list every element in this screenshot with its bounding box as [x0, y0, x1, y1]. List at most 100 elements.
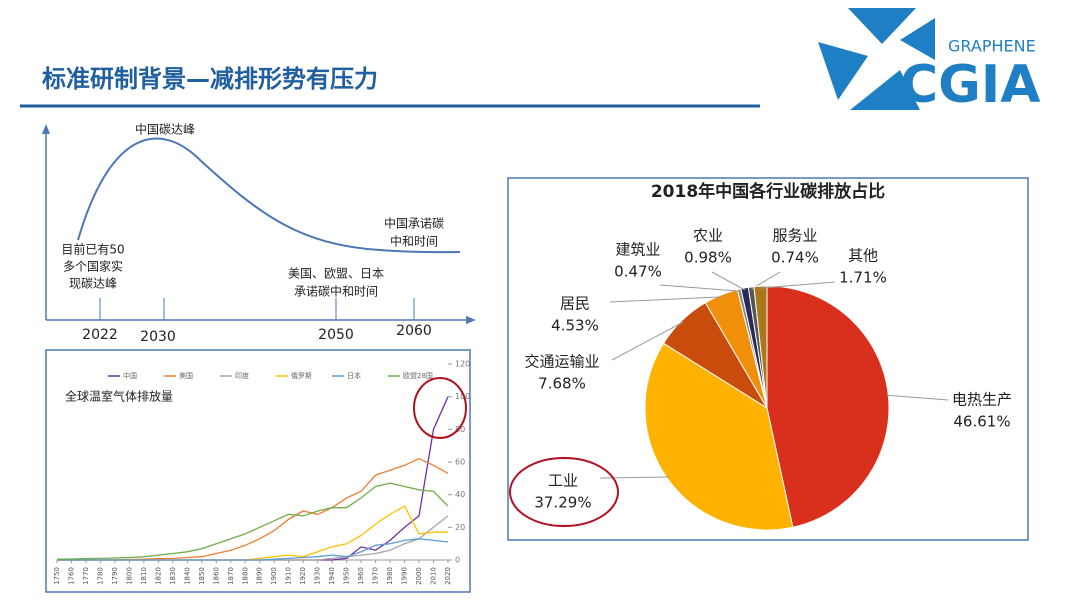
- year-label: 2060: [396, 323, 432, 339]
- y-tick-label: 100: [455, 392, 470, 401]
- x-tick-label: 1790: [111, 567, 119, 585]
- x-tick-label: 1920: [299, 567, 307, 585]
- y-tick-label: 0: [455, 556, 460, 565]
- x-tick-label: 1900: [270, 567, 278, 585]
- leader-line: [886, 394, 949, 401]
- x-tick-label: 1990: [401, 567, 409, 585]
- highlight-circle: [413, 377, 467, 439]
- x-tick-label: 2020: [444, 567, 452, 585]
- x-tick-label: 1850: [198, 567, 206, 585]
- slice-label: 服务业: [772, 227, 817, 245]
- y-tick-label: 80: [455, 425, 465, 434]
- x-tick-label: 1970: [372, 567, 380, 585]
- slice-label: 居民: [560, 295, 590, 313]
- logo: GRAPHENE CGIA: [818, 8, 1040, 115]
- series-line: [57, 457, 449, 561]
- emission-curve: [77, 137, 461, 254]
- slice-label: 其他: [848, 247, 878, 265]
- slice-value-label: 0.74%: [771, 249, 819, 267]
- arrow: [466, 316, 476, 324]
- x-tick-label: 1910: [285, 567, 293, 585]
- x-tick-label: 1960: [357, 567, 365, 585]
- series-line: [56, 482, 449, 560]
- x-tick-label: 1930: [314, 567, 322, 585]
- x-tick-label: 1820: [154, 567, 162, 585]
- legend-label: 美国: [179, 371, 193, 380]
- x-tick-label: 1870: [227, 567, 235, 585]
- slice-label: 工业: [548, 472, 578, 490]
- highlight-circle: [509, 457, 619, 527]
- y-tick-label: 40: [455, 490, 465, 499]
- x-tick-label: 1880: [241, 567, 249, 585]
- peak-label: 中国碳达峰: [135, 122, 195, 137]
- slice-value-label: 46.61%: [953, 413, 1010, 431]
- slice-label: 建筑业: [615, 241, 660, 259]
- legend-label: 日本: [347, 371, 361, 380]
- pie-slice: [753, 285, 768, 409]
- x-tick-label: 1860: [212, 567, 220, 585]
- slice-value-label: 7.68%: [538, 375, 586, 393]
- note-left: 多个国家实: [63, 259, 123, 274]
- note-left: 现碳达峰: [69, 277, 117, 291]
- y-tick-label: 120: [455, 360, 470, 369]
- note-mid: 承诺碳中和时间: [294, 284, 378, 299]
- series-line: [57, 396, 449, 561]
- x-tick-label: 1750: [53, 567, 61, 585]
- note-right: 中国承诺碳: [384, 216, 444, 231]
- legend-label: 俄罗斯: [291, 371, 312, 380]
- slice-label: 交通运输业: [524, 353, 599, 371]
- legend-label: 印度: [235, 371, 249, 380]
- slice-label: 电热生产: [952, 391, 1012, 409]
- leader-line: [711, 271, 746, 291]
- chart-title: 全球温室气体排放量: [65, 389, 173, 404]
- slice-value-label: 0.47%: [614, 263, 662, 281]
- slide-title: 标准研制背景—减排形势有压力: [42, 65, 378, 93]
- year-label: 2030: [140, 329, 176, 345]
- slice-value-label: 0.98%: [684, 249, 732, 267]
- legend-label: 欧盟28国: [403, 371, 433, 380]
- leader-line: [611, 321, 684, 361]
- line-chart-frame: [45, 349, 471, 593]
- x-tick-label: 1780: [96, 567, 104, 585]
- slice-label: 农业: [693, 227, 723, 245]
- x-tick-label: 1840: [183, 567, 191, 585]
- x-tick-label: 2000: [415, 567, 423, 585]
- year-label: 2022: [82, 327, 118, 343]
- x-tick-label: 1800: [125, 567, 133, 585]
- y-tick-label: 20: [455, 523, 465, 532]
- slice-value-label: 1.71%: [839, 269, 887, 287]
- logo-shape: [900, 18, 935, 60]
- line-chart: 全球温室气体排放量 0 20 40 60 80 100 120 1750 1760 1770 1780…: [53, 360, 470, 585]
- leader-line: [599, 476, 669, 479]
- series-line: [57, 505, 448, 561]
- x-tick-label: 1770: [82, 567, 90, 585]
- leader-line: [760, 281, 836, 289]
- x-tick-label: 1830: [169, 567, 177, 585]
- x-tick-label: 1890: [256, 567, 264, 585]
- x-tick-label: 1760: [67, 567, 75, 585]
- logo-shape: [848, 8, 916, 44]
- leader-line: [659, 284, 740, 292]
- pie-slice: [644, 342, 794, 531]
- note-mid: 美国、欧盟、日本: [288, 267, 384, 281]
- pie-chart-frame: [507, 177, 1029, 541]
- x-tick-label: 1950: [343, 567, 351, 585]
- logo-main: CGIA: [900, 55, 1040, 115]
- leader-line: [609, 296, 722, 303]
- x-tick-label: 1940: [328, 567, 336, 585]
- year-label: 2050: [318, 327, 354, 343]
- arrow: [42, 124, 50, 134]
- series-line: [57, 515, 449, 561]
- x-tick-label: 1980: [386, 567, 394, 585]
- legend-label: 中国: [123, 371, 137, 380]
- x-tick-label: 1810: [140, 567, 148, 585]
- note-right: 中和时间: [390, 234, 438, 249]
- logo-shape: [850, 70, 920, 110]
- chart-title: 2018年中国各行业碳排放占比: [651, 181, 885, 202]
- logo-top: GRAPHENE: [948, 37, 1036, 56]
- logo-shape: [818, 42, 868, 100]
